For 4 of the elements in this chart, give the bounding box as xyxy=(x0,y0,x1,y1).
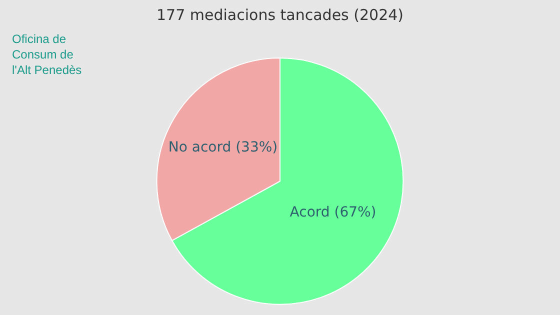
text: Oficina de Consum de l'Alt Penedès xyxy=(12,32,82,78)
slice-label: No acord (33%) xyxy=(168,139,278,156)
slice-label: Acord (67%) xyxy=(290,204,376,221)
chart-title: 177 mediacions tancades (2024) xyxy=(156,6,404,24)
